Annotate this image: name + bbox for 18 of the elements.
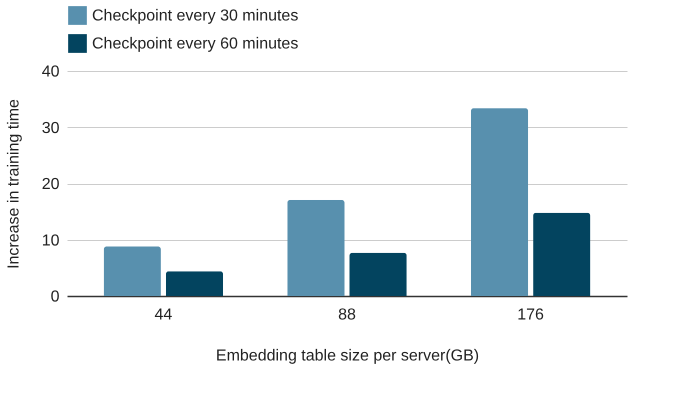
y-tick-label: 20	[42, 176, 60, 193]
x-axis-title: Embedding table size per server(GB)	[216, 348, 480, 364]
bar	[349, 252, 407, 296]
y-tick-label: 40	[42, 64, 60, 80]
bar	[533, 212, 590, 296]
x-tick-label: 44	[154, 306, 172, 324]
bar	[104, 246, 161, 296]
x-tick-label: 176	[517, 306, 544, 324]
bar	[287, 200, 345, 296]
y-tick-label: 0	[50, 288, 60, 306]
legend-label: Checkpoint every 60 minutes	[92, 36, 298, 52]
y-axis-title: Increase in training time	[6, 98, 23, 269]
y-tick-label: 10	[42, 232, 60, 250]
bar	[470, 108, 528, 296]
y-tick-label: 30	[42, 120, 60, 137]
x-tick-label: 88	[338, 306, 356, 324]
bar	[166, 271, 224, 296]
legend-label: Checkpoint every 30 minutes	[92, 8, 298, 24]
